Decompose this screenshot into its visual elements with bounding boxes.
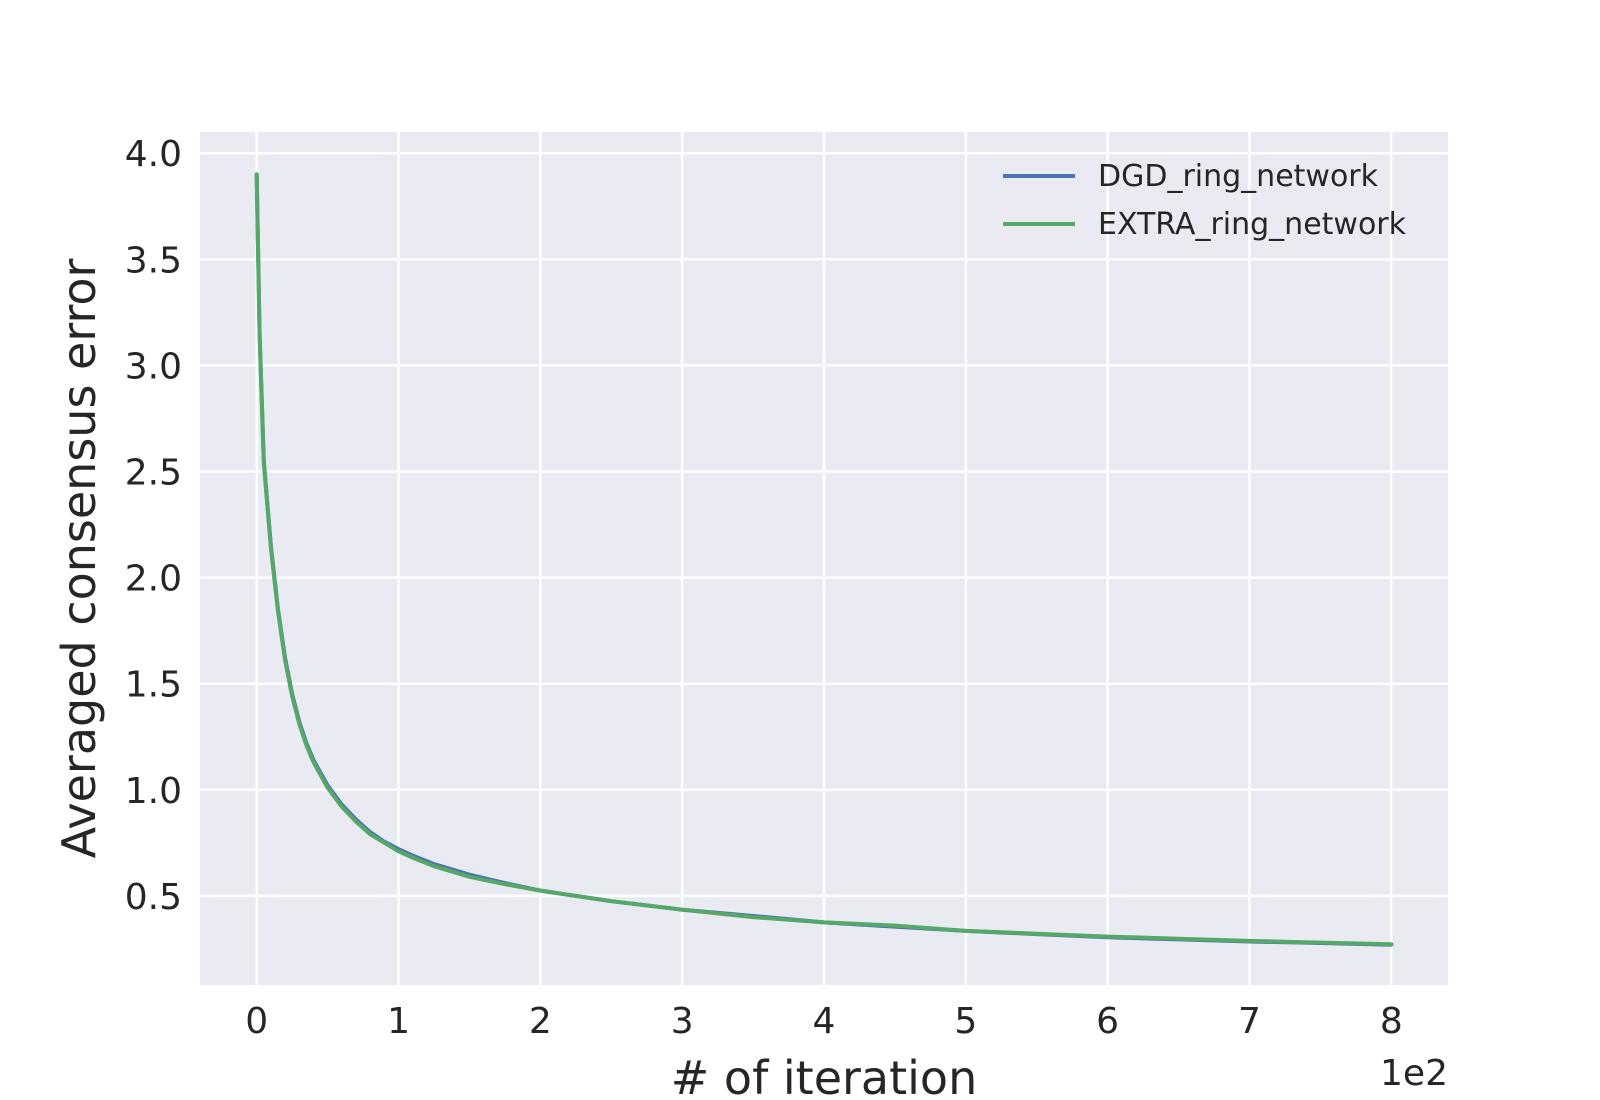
y-axis-label: Averaged consensus error: [52, 259, 106, 859]
y-tick-label: 2.5: [125, 453, 182, 494]
x-tick-label: 3: [671, 1001, 694, 1042]
x-axis-ticks: 0 1 2 3 4 5 6 7 8: [245, 1001, 1402, 1042]
legend-label: EXTRA_ring_network: [1098, 207, 1407, 242]
series-lines: [254, 172, 1394, 947]
series-line-1: [254, 172, 1394, 947]
y-tick-label: 0.5: [125, 877, 182, 918]
x-tick-label: 8: [1380, 1001, 1403, 1042]
x-axis-label: # of iteration: [671, 1051, 977, 1100]
y-tick-label: 1.0: [125, 771, 182, 812]
y-tick-label: 1.5: [125, 665, 182, 706]
y-tick-label: 2.0: [125, 559, 182, 600]
y-tick-label: 3.0: [125, 346, 182, 387]
x-tick-label: 7: [1238, 1001, 1261, 1042]
y-axis-ticks: 0.5 1.0 1.5 2.0 2.5 3.0 3.5 4.0: [125, 134, 182, 918]
y-tick-label: 4.0: [125, 134, 182, 175]
legend-label: DGD_ring_network: [1098, 159, 1379, 194]
x-tick-label: 4: [813, 1001, 836, 1042]
legend: DGD_ring_network EXTRA_ring_network: [1003, 159, 1407, 242]
x-axis-offset-label: 1e2: [1380, 1053, 1448, 1094]
y-tick-label: 3.5: [125, 240, 182, 281]
x-tick-label: 0: [245, 1001, 268, 1042]
x-tick-label: 5: [954, 1001, 977, 1042]
x-tick-label: 1: [387, 1001, 410, 1042]
gridlines: [200, 132, 1448, 985]
x-tick-label: 2: [529, 1001, 552, 1042]
x-tick-label: 6: [1096, 1001, 1119, 1042]
